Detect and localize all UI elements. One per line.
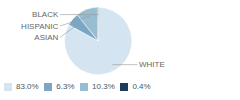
html-text:0.4%: 0.4% [132,82,151,91]
html-text:10.3%: 10.3% [92,82,115,91]
svg-text:ASIAN: ASIAN [34,33,58,42]
svg-text:BLACK: BLACK [32,10,59,19]
html-text:6.3%: 6.3% [56,82,75,91]
html-text:83.0%: 83.0% [16,82,39,91]
svg-text:WHITE: WHITE [139,60,165,69]
svg-text:HISPANIC: HISPANIC [21,22,58,31]
